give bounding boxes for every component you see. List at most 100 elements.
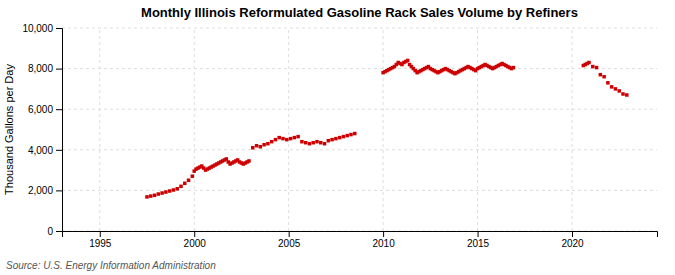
point [591,65,595,69]
point [183,182,187,186]
y-grid-line [62,109,657,110]
point [270,140,274,144]
point [625,93,629,97]
point [300,140,304,144]
x-tick-label: 2005 [278,238,301,249]
point [262,143,266,147]
x-grid-line [572,28,573,231]
point [308,142,312,146]
point [614,87,618,91]
y-tick-mark [56,28,62,29]
x-grid-line [288,28,289,231]
point [285,138,289,142]
y-axis-line [56,29,63,232]
point [304,141,308,145]
x-tick-mark [194,231,195,237]
point [315,140,319,144]
point [342,135,346,139]
x-axis-line [63,232,658,238]
point [319,141,323,145]
point [153,194,157,198]
point [353,132,357,136]
point [247,159,251,163]
point [311,141,315,145]
point [606,81,610,85]
x-tick-label: 2020 [561,238,584,249]
y-tick-mark [56,69,62,70]
y-tick: 8,000 [28,63,62,74]
y-tick-label: 2,000 [28,185,53,196]
y-tick-mark [56,109,62,110]
source-note: Source: U.S. Energy Information Administ… [6,260,216,271]
point [225,157,229,161]
point [349,133,353,137]
point [327,139,331,143]
point [406,59,410,63]
x-axis: 1995 2000 2005 2010 2015 2020 [63,231,658,249]
point [602,75,606,79]
point [330,138,334,142]
y-tick: 6,000 [28,104,62,115]
point [175,187,179,191]
x-tick: 2000 [184,231,207,249]
grid [62,28,657,231]
y-grid-line [62,190,657,191]
y-axis-title: Thousand Gallons per Day [3,64,15,195]
y-tick: 0 [47,226,62,237]
point [617,89,621,93]
x-tick: 1995 [89,231,112,249]
x-tick-label: 2010 [372,238,395,249]
x-grid-line [194,28,195,231]
points [145,59,628,199]
point [595,66,599,70]
chart: 1995 2000 2005 2010 2015 2020 0 2,000 4,000 6,000… [0,0,675,275]
y-tick: 2,000 [28,185,62,196]
x-tick: 2005 [278,231,301,249]
x-tick-mark [289,231,290,237]
y-tick-label: 6,000 [28,104,53,115]
point [338,136,342,140]
point [323,142,327,146]
point [251,146,255,150]
x-tick: 2015 [467,231,490,249]
point [621,92,625,96]
point [187,179,191,183]
x-grid-line [99,28,100,231]
point [145,195,149,199]
y-tick-mark [56,231,62,232]
point [587,61,591,64]
y-grid-line [62,28,657,29]
x-grid-line [477,28,478,231]
y-tick-label: 10,000 [22,23,53,34]
y-tick-label: 0 [47,226,53,237]
y-tick-label: 8,000 [28,63,53,74]
point [160,191,164,195]
y-tick-mark [56,150,62,151]
x-tick-mark [100,231,101,237]
y-tick: 10,000 [22,23,62,34]
x-tick: 2020 [561,231,584,249]
y-tick: 4,000 [28,145,62,156]
point [255,144,258,148]
x-tick-mark [572,231,573,237]
x-tick-label: 1995 [89,238,112,249]
point [164,190,168,194]
point [281,137,285,141]
point [512,66,516,70]
y-tick-mark [56,190,62,191]
x-tick: 2010 [372,231,395,249]
point [274,138,278,142]
point [334,137,338,141]
point [191,174,195,178]
point [289,137,293,141]
point [293,136,297,140]
point [599,73,603,77]
x-tick-mark [383,231,384,237]
point [296,135,300,139]
point [266,142,270,146]
point [345,134,349,138]
point [168,189,172,193]
point [172,188,176,192]
x-tick-mark [478,231,479,237]
point [149,194,153,198]
